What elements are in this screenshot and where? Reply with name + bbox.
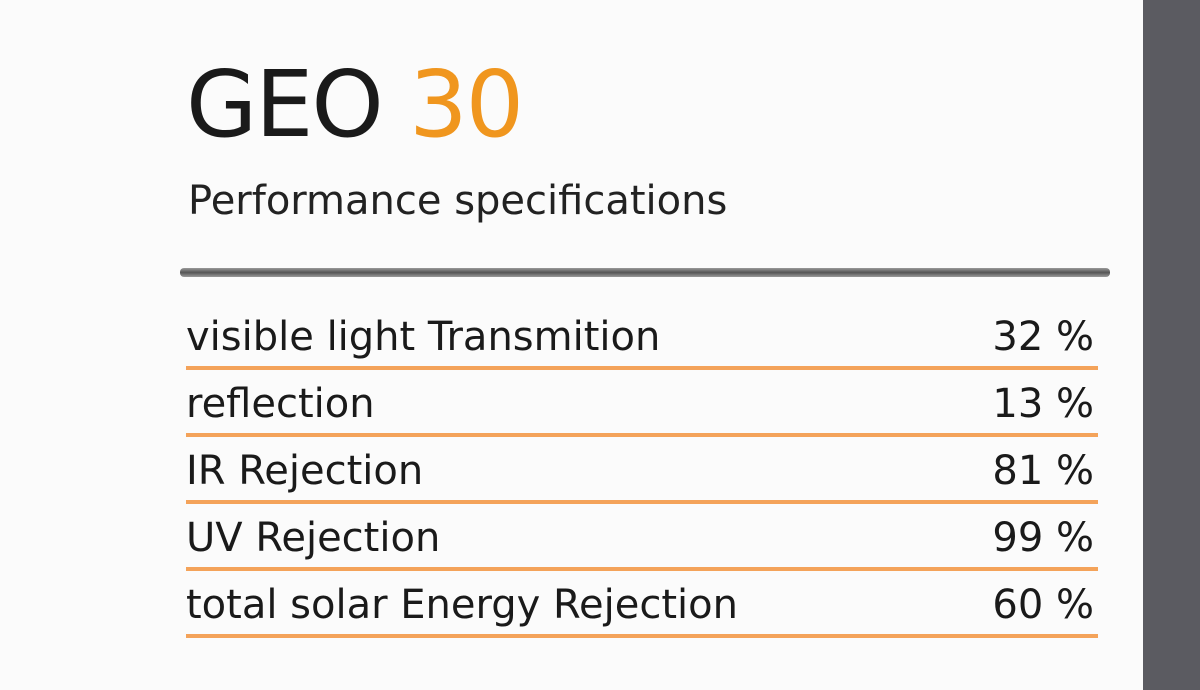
subtitle: Performance specifications [188,178,728,224]
spec-row: visible light Transmition 32 % [186,300,1098,370]
title: GEO 30 [186,50,524,160]
spec-row: UV Rejection 99 % [186,501,1098,571]
spec-value: 81 % [992,448,1094,494]
title-number: 30 [409,51,524,158]
spec-value: 99 % [992,515,1094,561]
spec-row: reflection 13 % [186,367,1098,437]
divider [180,268,1110,277]
spec-row: IR Rejection 81 % [186,434,1098,504]
spec-label: UV Rejection [186,515,441,561]
spec-value: 13 % [992,381,1094,427]
spec-label: IR Rejection [186,448,424,494]
spec-value: 32 % [992,314,1094,360]
side-panel [1143,0,1200,690]
spec-value: 60 % [992,582,1094,628]
title-text: GEO [186,51,384,158]
spec-row: total solar Energy Rejection 60 % [186,568,1098,638]
spec-label: reflection [186,381,375,427]
spec-label: visible light Transmition [186,314,661,360]
spec-label: total solar Energy Rejection [186,582,738,628]
